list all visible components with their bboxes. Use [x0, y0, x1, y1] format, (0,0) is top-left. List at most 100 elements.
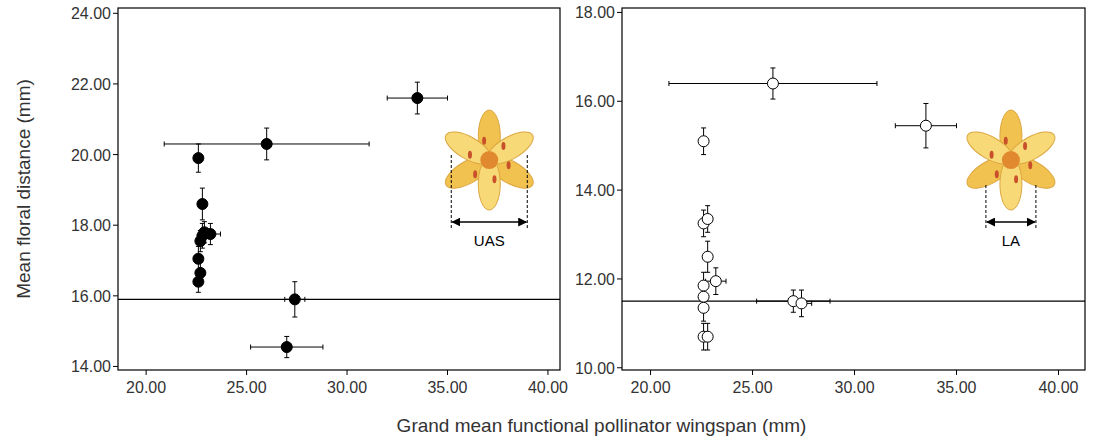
y-tick: [617, 190, 622, 191]
x-error-cap: [956, 123, 957, 128]
x-error-cap: [284, 297, 285, 302]
x-tick-label: 20.00: [126, 379, 166, 396]
y-tick-label: 18.00: [575, 4, 615, 21]
annotation: LA: [1002, 232, 1020, 249]
y-tick: [617, 278, 622, 279]
x-tick: [246, 370, 247, 375]
point: [261, 138, 272, 149]
y-tick: [113, 295, 118, 296]
y-error-cap: [196, 292, 201, 293]
flower-anther: [468, 151, 472, 159]
y-tick: [113, 366, 118, 367]
y-error-cap: [415, 82, 420, 83]
flower-anther: [990, 151, 994, 159]
x-error-cap: [895, 123, 896, 128]
x-tick-label: 30.00: [834, 379, 874, 396]
flower-anther: [995, 170, 999, 178]
y-error-cap: [791, 290, 796, 291]
flower-anther: [492, 175, 496, 183]
x-tick: [547, 370, 548, 375]
y-tick-label: 16.00: [575, 93, 615, 110]
x-error-cap: [811, 301, 812, 306]
y-error-cap: [284, 336, 289, 337]
dashed-guide: [1035, 185, 1036, 228]
y-error-cap: [705, 350, 710, 351]
x-tick: [1058, 370, 1059, 375]
y-error-cap: [701, 272, 706, 273]
y-tick-label: 14.00: [575, 182, 615, 199]
annotation: UAS: [474, 232, 505, 249]
y-error-cap: [701, 321, 706, 322]
flower-center: [480, 151, 498, 169]
x-error-cap: [876, 81, 877, 86]
reference-line: [118, 299, 560, 300]
x-tick: [347, 370, 348, 375]
point: [698, 302, 709, 313]
y-tick-label: 18.00: [71, 217, 111, 234]
y-error-cap: [200, 219, 205, 220]
x-error-cap: [387, 96, 388, 101]
frame: [118, 8, 560, 370]
y-tick: [113, 83, 118, 84]
y-error-cap: [770, 67, 775, 68]
y-tick-label: 10.00: [575, 360, 615, 377]
x-error-cap: [830, 299, 831, 304]
y-error-cap: [705, 241, 710, 242]
point: [702, 213, 713, 224]
point: [412, 93, 423, 104]
y-error-cap: [770, 99, 775, 100]
y-error-cap: [705, 205, 710, 206]
flower-anther: [501, 142, 505, 150]
y-tick: [113, 154, 118, 155]
y-error-cap: [923, 103, 928, 104]
x-tick-label: 25.00: [733, 379, 773, 396]
y-error-cap: [713, 294, 718, 295]
y-error-cap: [799, 290, 804, 291]
x-tick: [447, 370, 448, 375]
y-error-cap: [415, 113, 420, 114]
flower-anther: [1028, 161, 1032, 169]
panel: 20.0025.0030.0035.0040.0010.0012.0014.00…: [575, 4, 1085, 396]
x-axis-title: Grand mean functional pollinator wingspa…: [397, 415, 807, 436]
x-tick-label: 30.00: [327, 379, 367, 396]
y-error-cap: [208, 244, 213, 245]
y-error-cap: [264, 128, 269, 129]
point: [710, 276, 721, 287]
y-tick: [113, 13, 118, 14]
flower-icon: [962, 110, 1060, 228]
x-error-cap: [322, 345, 323, 350]
y-error-cap: [284, 357, 289, 358]
x-tick: [650, 370, 651, 375]
x-error-cap: [726, 279, 727, 284]
point: [698, 291, 709, 302]
y-error-cap: [791, 312, 796, 313]
y-tick-label: 22.00: [71, 76, 111, 93]
point: [796, 298, 807, 309]
flower-anther: [473, 170, 477, 178]
flower-icon: [440, 110, 538, 228]
y-error-cap: [713, 267, 718, 268]
x-tick-label: 40.00: [528, 379, 568, 396]
point: [702, 251, 713, 262]
x-tick: [752, 370, 753, 375]
point: [698, 136, 709, 147]
y-tick: [617, 12, 622, 13]
flower-anther: [1023, 142, 1027, 150]
x-error-cap: [447, 96, 448, 101]
panel: 20.0025.0030.0035.0040.0014.0016.0018.00…: [71, 5, 568, 396]
flower-anther: [1004, 137, 1008, 145]
point: [199, 227, 210, 238]
flower-anther: [1014, 175, 1018, 183]
plot-area: [622, 68, 1085, 350]
dashed-guide: [527, 155, 528, 228]
point: [193, 276, 204, 287]
measure-arrow: [987, 221, 1035, 223]
point: [702, 331, 713, 342]
point: [193, 153, 204, 164]
x-error-cap: [164, 141, 165, 146]
y-error-cap: [292, 317, 297, 318]
y-error-cap: [923, 147, 928, 148]
y-tick: [617, 101, 622, 102]
flower-anther: [507, 161, 511, 169]
reference-line: [622, 301, 1085, 302]
